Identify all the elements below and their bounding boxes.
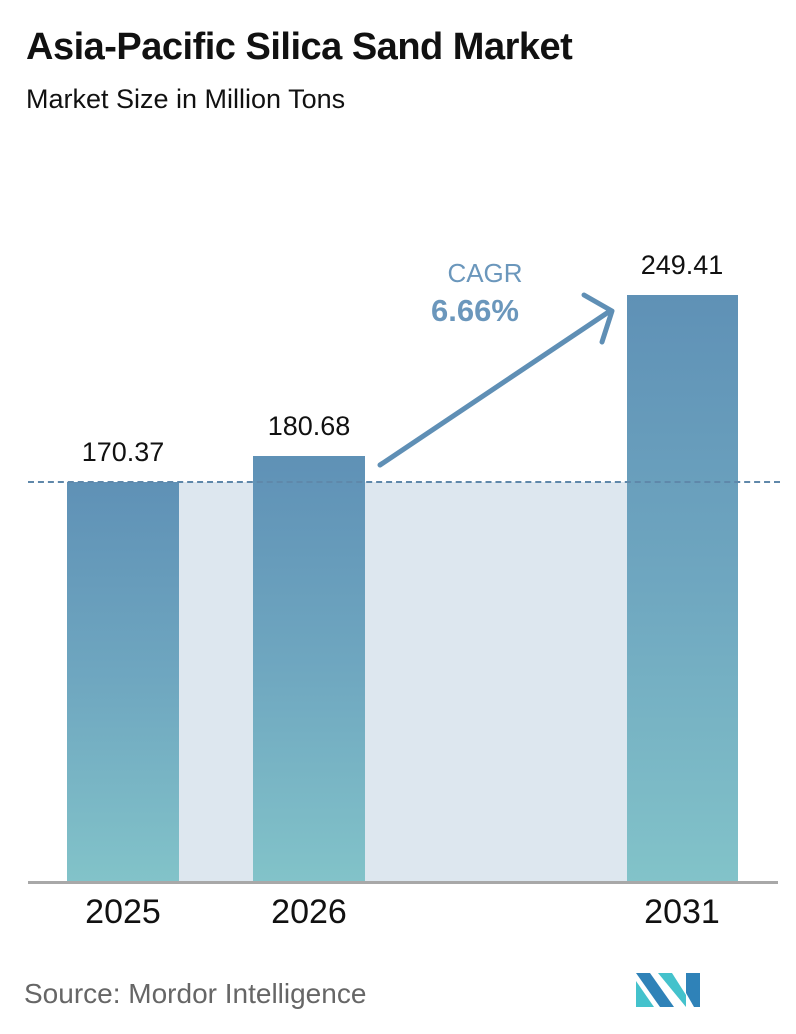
bar-2025 (67, 482, 179, 882)
chart-subtitle: Market Size in Million Tons (26, 84, 346, 114)
reference-dashed-line (28, 481, 780, 483)
mordor-intelligence-logo-icon (636, 973, 700, 1007)
cagr-value: 6.66% (431, 293, 519, 328)
bar-2031 (627, 295, 738, 882)
value-label-2031: 249.41 (640, 250, 724, 280)
x-axis-line (28, 881, 778, 884)
x-label-2031: 2031 (644, 893, 720, 931)
bar-2026 (253, 456, 365, 882)
cagr-label: CAGR (447, 258, 523, 288)
x-label-2026: 2026 (271, 893, 347, 931)
source-text: Source: Mordor Intelligence (24, 978, 367, 1009)
x-label-2025: 2025 (85, 893, 161, 931)
value-label-2026: 180.68 (267, 411, 351, 441)
value-label-2025: 170.37 (81, 437, 165, 467)
chart-title: Asia-Pacific Silica Sand Market (26, 26, 573, 68)
